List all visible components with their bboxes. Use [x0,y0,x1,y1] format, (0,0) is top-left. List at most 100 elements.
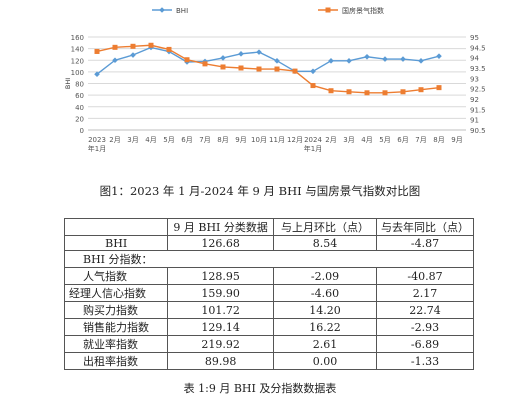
x-tick-label: 6月 [181,136,192,144]
row-mom: 16.22 [272,318,378,337]
x-tick-label: 7月 [199,136,210,144]
series-point-2 [364,90,370,96]
row-label: 销售能力指数 [63,318,169,337]
row-mom: -4.60 [272,284,378,303]
series-point-2 [292,68,298,74]
series-point-1 [274,58,280,64]
x-tick-label: 2月 [325,136,336,144]
x-tick-label: 10月 [251,136,267,144]
series-point-2 [400,89,406,95]
legend-marker-2 [325,7,331,13]
series-point-2 [310,83,316,89]
x-tick-label: 5月 [163,136,174,144]
x-tick-label: 5月 [379,136,390,144]
y-left-tick-label: 120 [71,57,84,65]
y-right-tick-label: 95 [470,34,479,42]
x-tick-label: 3月 [127,136,138,144]
y-left-tick-label: 140 [71,46,84,54]
series-point-2 [238,65,244,71]
y-right-tick-label: 94 [470,55,479,63]
series-point-1 [94,71,100,77]
row-label: 出租率指数 [63,352,169,371]
row-value: 101.72 [167,301,274,320]
y-right-tick-label: 91.5 [470,106,486,114]
row-label: 经理人信心指数 [63,284,169,303]
y-right-tick-label: 93.5 [470,65,486,73]
row-label: BHI [63,234,169,252]
series-point-1 [310,68,316,75]
row-label: 购买力指数 [63,301,169,320]
row-yoy: -4.87 [376,234,474,252]
row-mom: 2.61 [272,335,378,354]
series-point-1 [256,49,262,55]
table-row: 就业率指数 219.92 2.61 -6.89 [63,335,474,354]
series-point-1 [112,57,118,64]
table-row: 销售能力指数 129.14 16.22 -2.93 [63,318,474,337]
table-section-row: BHI 分指数： [64,250,474,269]
row-mom: 8.54 [272,234,378,252]
series-point-2 [220,64,226,70]
x-tick-label: 9月 [451,136,462,144]
x-tick-label: 2023 [88,136,106,144]
row-label: 人气指数 [63,267,169,286]
series-point-2 [166,46,172,52]
row-value: 219.92 [167,335,274,354]
series-point-1 [400,56,406,62]
row-value: 89.98 [167,352,274,371]
series-point-1 [328,58,334,64]
row-yoy: 2.17 [376,284,474,303]
y-right-tick-label: 92.5 [470,86,486,94]
table-row-bhi: BHI 126.68 8.54 -4.87 [63,234,474,252]
x-tick-label: 7月 [415,136,426,144]
table-header-cell [63,218,169,236]
row-mom: 14.20 [272,301,378,320]
series-point-2 [130,43,136,49]
row-label: 就业率指数 [63,335,169,354]
x-tick-label: 11月 [269,136,285,144]
series-point-2 [382,90,388,96]
series-line-2 [96,44,440,94]
y-right-tick-label: 91 [470,117,479,125]
row-value: 159.90 [167,284,274,303]
y-left-axis-label: BHI [64,78,72,89]
series-point-2 [94,48,100,54]
row-value: 126.68 [167,234,274,252]
row-yoy: -2.93 [376,318,474,337]
y-left-tick-label: 0 [80,127,84,135]
row-value: 129.14 [167,318,274,337]
series-point-1 [364,53,370,60]
row-mom: 0.00 [272,352,378,371]
x-tick-label: 年1月 [304,144,322,153]
row-yoy: -1.33 [376,352,474,371]
table-row: 经理人信心指数 159.90 -4.60 2.17 [63,284,474,303]
y-left-tick-label: 160 [71,34,84,42]
y-left-tick-label: 60 [75,92,84,100]
series-point-2 [148,42,154,48]
series-point-2 [256,66,262,72]
series-point-1 [238,51,244,57]
table-caption: 表 1:9 月 BHI 及分指数数据表 [183,382,337,395]
series-point-1 [382,56,388,62]
x-tick-label: 12月 [287,136,303,144]
y-left-tick-label: 20 [75,115,84,123]
table-header-cell: 与上月环比（点） [272,218,378,236]
y-right-tick-label: 92 [470,96,479,104]
series-point-2 [274,66,280,72]
series-point-1 [346,58,352,64]
y-right-tick-label: 93 [470,75,479,83]
table-header-row: 9 月 BHI 分类数据 与上月环比（点） 与去年同比（点） [63,218,474,236]
row-yoy: 22.74 [376,301,474,320]
table-header-cell: 与去年同比（点） [376,218,474,236]
x-tick-label: 8月 [433,136,444,144]
table-row: 购买力指数 101.72 14.20 22.74 [63,301,474,320]
x-tick-label: 8月 [217,136,228,144]
series-point-2 [184,57,190,63]
legend-marker-1 [159,7,165,13]
x-tick-label: 4月 [145,136,156,144]
row-mom: -2.09 [272,267,378,286]
figure-caption: 图1：2023 年 1 月-2024 年 9 月 BHI 与国房景气指数对比图 [99,184,421,198]
x-tick-label: 6月 [397,136,408,144]
row-value: 128.95 [167,267,274,286]
y-right-tick-label: 94.5 [470,44,486,52]
x-tick-label: 4月 [361,136,372,144]
